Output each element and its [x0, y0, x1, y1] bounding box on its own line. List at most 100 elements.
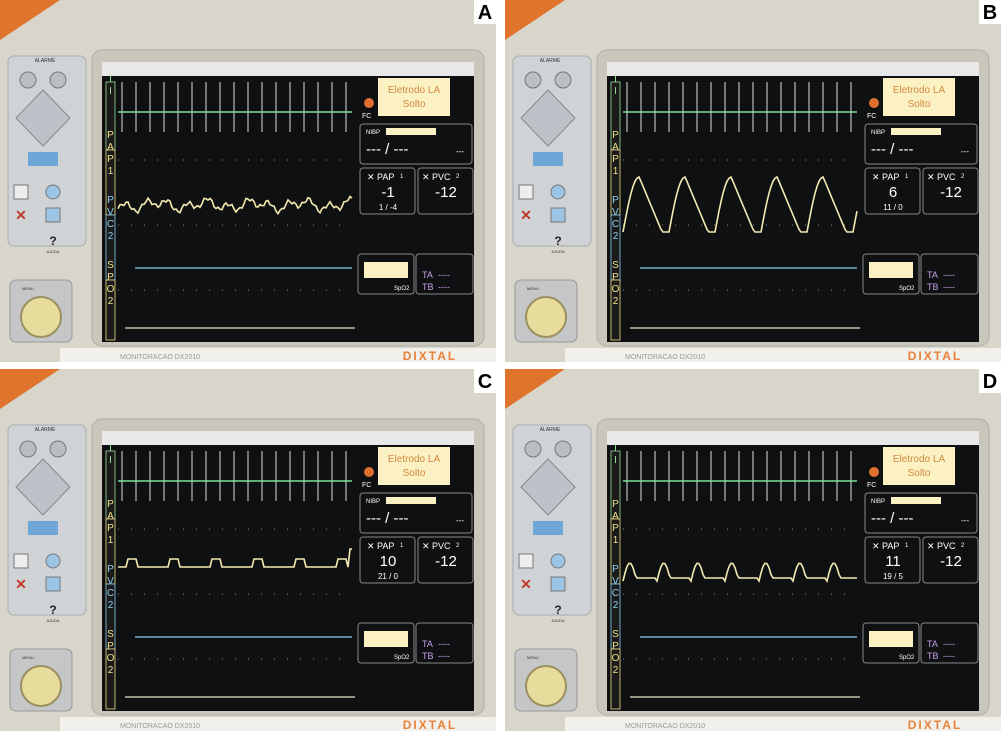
- pap-wave: [118, 548, 352, 568]
- alarm-x: ✕: [15, 576, 27, 592]
- spo2-label: SpO2: [394, 655, 410, 661]
- alert-box: [378, 447, 450, 485]
- monitor-photo: ALARME✕?AJUDAMENUIIPAP1PVC2SPO2Eletrodo …: [505, 0, 1001, 363]
- panel-label-box: [979, 0, 1001, 24]
- help-icon: ?: [554, 234, 561, 248]
- channel-label: PAP1: [105, 130, 116, 178]
- congela-button: [45, 184, 61, 200]
- pvc-label: PVC: [432, 172, 451, 182]
- evento-button: [13, 184, 29, 200]
- alert-line: Eletrodo LA: [893, 85, 946, 96]
- screen-topbar: [607, 431, 979, 445]
- nibp-label: NIBP: [366, 499, 380, 505]
- nibp-reading: --- / ---: [871, 141, 913, 158]
- heart-icon: [869, 98, 879, 108]
- menu-label: MENU: [527, 655, 539, 660]
- spo2-box: [862, 622, 920, 664]
- help-icon: ?: [49, 603, 56, 617]
- registro-button: [550, 576, 566, 592]
- ta-label: TA: [927, 639, 938, 649]
- fc-label: FC: [867, 113, 876, 120]
- pvc-channel: 2: [456, 543, 460, 549]
- bottom-strip: [60, 717, 496, 731]
- alarm-x: ✕: [872, 172, 880, 182]
- ta-label: TA: [422, 270, 433, 280]
- tb-label: TB: [927, 651, 939, 661]
- channel-label: SPO2: [610, 629, 621, 677]
- ta-value: ----: [943, 639, 955, 649]
- alarm-label: ALARME: [540, 427, 561, 433]
- orange-corner: [505, 0, 565, 40]
- spo2-highlight: [364, 631, 408, 647]
- nibp-mean: ---: [961, 147, 969, 156]
- pap-sub: 19 / 5: [883, 572, 904, 581]
- pap-label: PAP: [377, 541, 394, 551]
- tela-button: [28, 152, 58, 166]
- fc-label: FC: [362, 113, 371, 120]
- help-icon: ?: [49, 234, 56, 248]
- pap-channel: 1: [400, 174, 404, 180]
- help-label: AJUDA: [551, 618, 564, 623]
- plus-button: [554, 440, 572, 458]
- monitor-panel: ALARME ✕? AJUDA MENU II PAP1 PVC2 SPO2 Eletrodo …: [0, 369, 496, 732]
- heart-icon: [364, 467, 374, 477]
- temp-box: [415, 253, 474, 295]
- pvc-label: PVC: [432, 541, 451, 551]
- tela-button: [28, 521, 58, 535]
- congela-button: [45, 553, 61, 569]
- ta-label: TA: [422, 639, 433, 649]
- model-label: MONITORACAO DX2010: [120, 723, 200, 730]
- tb-value: ----: [438, 651, 450, 661]
- spo2-label: SpO2: [899, 655, 915, 661]
- channel-strip: [610, 648, 621, 710]
- nibp-highlight: [386, 497, 436, 504]
- nibp-box: [864, 123, 978, 165]
- help-label: AJUDA: [551, 249, 564, 254]
- minus-button: [524, 71, 542, 89]
- fc-label: FC: [362, 482, 371, 489]
- minus-button: [19, 71, 37, 89]
- alarm-x: ✕: [15, 207, 27, 223]
- pvc-value: -12: [435, 553, 457, 570]
- spo2-label: SpO2: [394, 286, 410, 292]
- nibp-reading: --- / ---: [871, 510, 913, 527]
- spo2-highlight: [364, 262, 408, 278]
- tela-button: [533, 152, 563, 166]
- channel-label: SPO2: [105, 629, 116, 677]
- temp-box: [920, 622, 979, 664]
- alert-box: [883, 447, 955, 485]
- pap-label: PAP: [882, 172, 899, 182]
- congela-button: [550, 553, 566, 569]
- spo2-label: SpO2: [899, 286, 915, 292]
- pap-value: 11: [885, 553, 901, 570]
- orange-corner: [0, 0, 60, 40]
- minus-button: [19, 440, 37, 458]
- pap-channel: 1: [400, 543, 404, 549]
- alert-box: [883, 78, 955, 116]
- nibp-label: NIBP: [871, 499, 885, 505]
- alert-line: Eletrodo LA: [893, 454, 946, 465]
- spo2-box: [357, 622, 415, 664]
- channel-label: PVC2: [105, 564, 116, 612]
- nibp-highlight: [386, 128, 436, 135]
- heart-icon: [869, 467, 879, 477]
- evento-button: [13, 553, 29, 569]
- menu-knob: [20, 296, 62, 338]
- alert-box: [378, 78, 450, 116]
- panel-label: D: [983, 371, 997, 393]
- monitor-panel: ALARME ✕? AJUDA MENU II PAP1 PVC2 SPO2 Eletrodo …: [505, 0, 1001, 363]
- pap-channel: 1: [905, 543, 909, 549]
- alarm-x: ✕: [367, 541, 375, 551]
- alert-line: Solto: [403, 468, 426, 479]
- panel-label-box: [474, 0, 496, 24]
- channel-label: PVC2: [610, 195, 621, 243]
- alarm-x: ✕: [367, 172, 375, 182]
- menu-knob: [525, 296, 567, 338]
- menu-knob: [525, 665, 567, 707]
- channel-strip: [105, 648, 116, 710]
- channel-label: II: [610, 443, 621, 467]
- screen-topbar: [102, 431, 474, 445]
- screen-topbar: [607, 62, 979, 76]
- menu-label: MENU: [22, 655, 34, 660]
- tb-label: TB: [422, 282, 434, 292]
